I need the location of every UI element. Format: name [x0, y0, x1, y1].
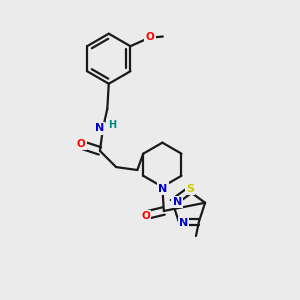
- Text: N: N: [173, 197, 182, 207]
- Text: N: N: [158, 184, 168, 194]
- Text: N: N: [95, 123, 104, 133]
- Text: O: O: [76, 139, 85, 149]
- Text: O: O: [141, 211, 150, 221]
- Text: O: O: [146, 32, 154, 42]
- Text: S: S: [186, 184, 194, 194]
- Text: N: N: [179, 218, 188, 228]
- Text: H: H: [108, 120, 116, 130]
